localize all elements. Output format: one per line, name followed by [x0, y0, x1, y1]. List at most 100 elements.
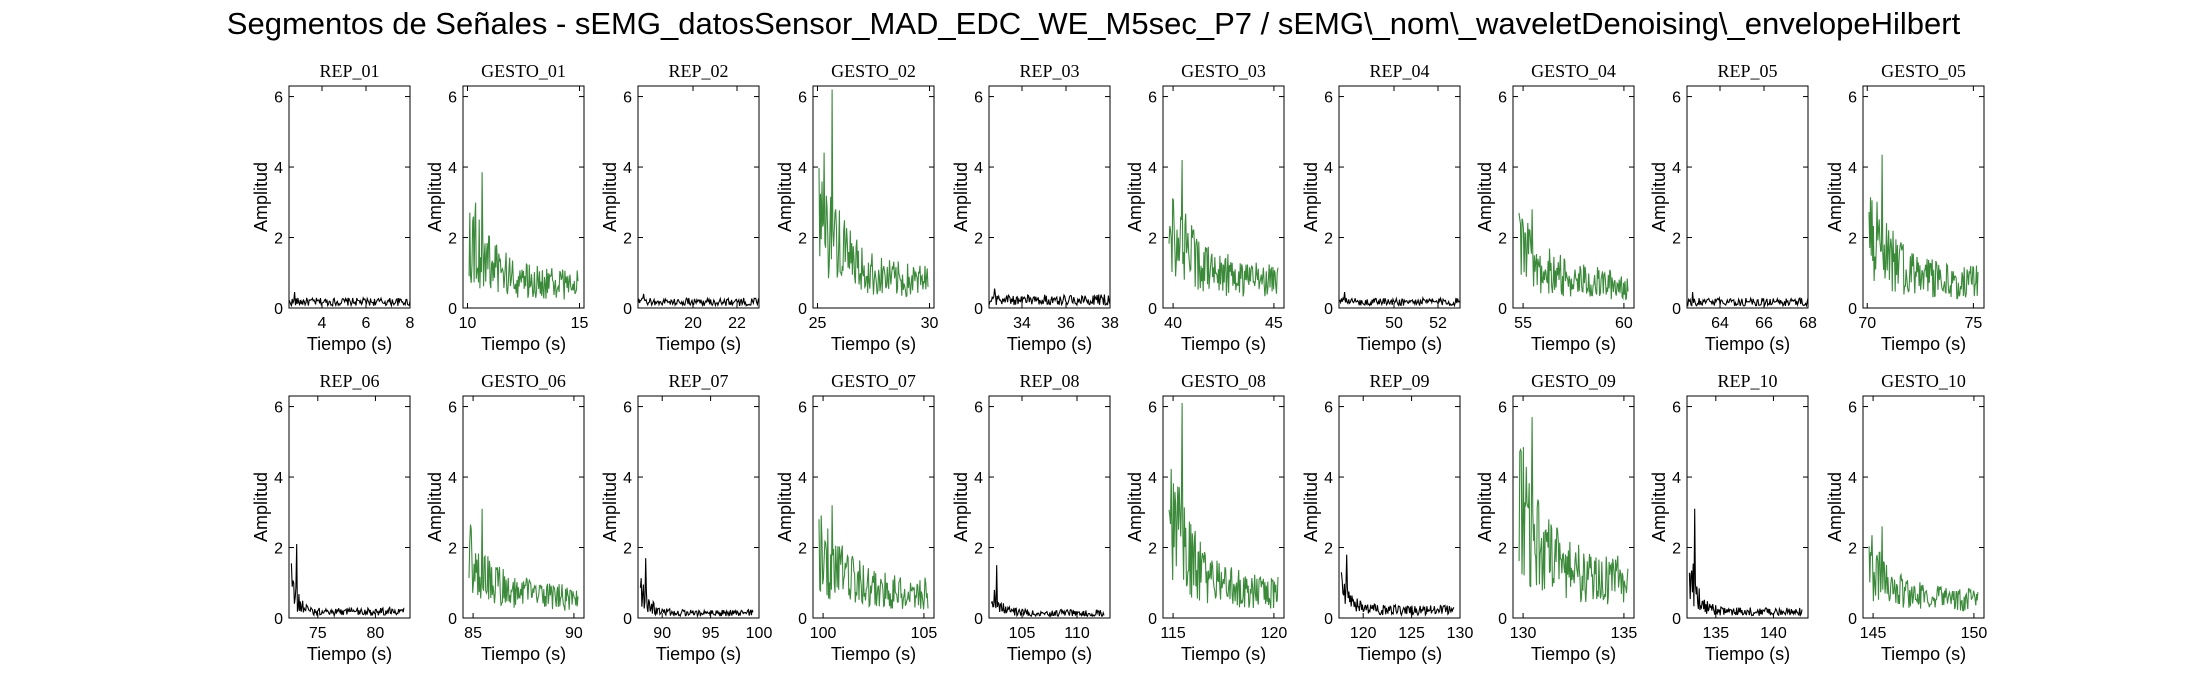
axes-box-gesto-08 — [1162, 395, 1285, 619]
ytick-label-gesto-02-4: 4 — [798, 160, 807, 177]
xtick-label-rep-01-4: 4 — [318, 315, 327, 332]
xtick-label-rep-02-20: 20 — [684, 315, 702, 332]
xtick-label-gesto-08-120: 120 — [1261, 625, 1288, 642]
ytick-label-rep-04-4: 4 — [1324, 160, 1333, 177]
xlabel-gesto-06: Tiempo (s) — [481, 644, 566, 664]
ytick-label-gesto-05-4: 4 — [1848, 160, 1857, 177]
ytick-label-rep-02-4: 4 — [623, 160, 632, 177]
panel-title-rep-06: REP_06 — [319, 371, 379, 391]
panel-title-gesto-03: GESTO_03 — [1181, 61, 1266, 81]
signal-line-gesto-05 — [1868, 154, 1979, 300]
panel-title-gesto-07: GESTO_07 — [831, 371, 916, 391]
panel-title-gesto-05: GESTO_05 — [1881, 61, 1966, 81]
xtick-label-gesto-04-55: 55 — [1514, 315, 1532, 332]
xlabel-gesto-03: Tiempo (s) — [1181, 334, 1266, 354]
panel-title-gesto-09: GESTO_09 — [1531, 371, 1616, 391]
panel-title-gesto-02: GESTO_02 — [831, 61, 916, 81]
panel-title-gesto-06: GESTO_06 — [481, 371, 566, 391]
axes-box-gesto-07 — [812, 395, 935, 619]
ytick-label-gesto-06-6: 6 — [448, 400, 457, 417]
ylabel-gesto-08: Amplitud — [1125, 472, 1145, 542]
axes-box-rep-08 — [988, 395, 1111, 619]
ytick-label-rep-01-0: 0 — [274, 301, 283, 318]
ytick-label-gesto-10-4: 4 — [1848, 470, 1857, 487]
panel-title-gesto-04: GESTO_04 — [1531, 61, 1616, 81]
ytick-label-gesto-04-0: 0 — [1498, 301, 1507, 318]
xtick-label-rep-07-100: 100 — [746, 625, 773, 642]
xtick-label-gesto-09-130: 130 — [1510, 625, 1537, 642]
axes-box-gesto-03 — [1162, 85, 1285, 309]
xlabel-gesto-02: Tiempo (s) — [831, 334, 916, 354]
signal-line-gesto-07 — [818, 505, 929, 610]
ytick-label-gesto-10-0: 0 — [1848, 611, 1857, 628]
xtick-label-rep-01-6: 6 — [362, 315, 371, 332]
signal-line-rep-03 — [988, 288, 1111, 307]
axes-box-gesto-05 — [1862, 85, 1985, 309]
ytick-label-rep-06-6: 6 — [274, 400, 283, 417]
ytick-label-rep-10-6: 6 — [1672, 400, 1681, 417]
xtick-label-rep-01-8: 8 — [406, 315, 415, 332]
panel-title-rep-08: REP_08 — [1019, 371, 1079, 391]
axes-box-rep-04 — [1338, 85, 1461, 309]
ylabel-rep-04: Amplitud — [1301, 162, 1321, 232]
ytick-label-gesto-09-2: 2 — [1498, 541, 1507, 558]
xtick-label-gesto-03-40: 40 — [1164, 315, 1182, 332]
ytick-label-gesto-08-2: 2 — [1148, 541, 1157, 558]
ytick-label-gesto-10-2: 2 — [1848, 541, 1857, 558]
ylabel-gesto-05: Amplitud — [1825, 162, 1845, 232]
ytick-label-gesto-06-2: 2 — [448, 541, 457, 558]
ytick-label-gesto-05-0: 0 — [1848, 301, 1857, 318]
xlabel-rep-07: Tiempo (s) — [656, 644, 741, 664]
panel-title-rep-10: REP_10 — [1717, 371, 1777, 391]
ytick-label-rep-07-2: 2 — [623, 541, 632, 558]
ytick-label-gesto-02-2: 2 — [798, 231, 807, 248]
ylabel-rep-01: Amplitud — [251, 162, 271, 232]
ylabel-rep-10: Amplitud — [1649, 472, 1669, 542]
signal-line-rep-09 — [1340, 554, 1455, 617]
xlabel-rep-03: Tiempo (s) — [1007, 334, 1092, 354]
panel-title-gesto-10: GESTO_10 — [1881, 371, 1966, 391]
xlabel-gesto-08: Tiempo (s) — [1181, 644, 1266, 664]
ytick-label-gesto-07-0: 0 — [798, 611, 807, 628]
panel-title-rep-03: REP_03 — [1019, 61, 1079, 81]
ytick-label-gesto-03-0: 0 — [1148, 301, 1157, 318]
xlabel-gesto-05: Tiempo (s) — [1881, 334, 1966, 354]
ytick-label-gesto-07-6: 6 — [798, 400, 807, 417]
ytick-label-gesto-08-6: 6 — [1148, 400, 1157, 417]
ytick-label-rep-08-6: 6 — [974, 400, 983, 417]
xtick-label-rep-05-68: 68 — [1799, 315, 1817, 332]
xlabel-gesto-10: Tiempo (s) — [1881, 644, 1966, 664]
signal-line-gesto-08 — [1168, 402, 1279, 609]
panel-title-rep-02: REP_02 — [668, 61, 728, 81]
ytick-label-gesto-01-4: 4 — [448, 160, 457, 177]
xtick-label-gesto-06-85: 85 — [464, 625, 482, 642]
ylabel-rep-03: Amplitud — [951, 162, 971, 232]
ylabel-rep-08: Amplitud — [951, 472, 971, 542]
xtick-label-rep-04-52: 52 — [1429, 315, 1447, 332]
ylabel-gesto-06: Amplitud — [425, 472, 445, 542]
ytick-label-rep-03-4: 4 — [974, 160, 983, 177]
xlabel-rep-04: Tiempo (s) — [1357, 334, 1442, 354]
ytick-label-rep-07-6: 6 — [623, 400, 632, 417]
ytick-label-rep-07-4: 4 — [623, 470, 632, 487]
signal-line-rep-10 — [1688, 508, 1803, 617]
axes-box-gesto-01 — [462, 85, 585, 309]
xtick-label-gesto-10-145: 145 — [1860, 625, 1887, 642]
ytick-label-rep-09-6: 6 — [1324, 400, 1333, 417]
xtick-label-rep-05-66: 66 — [1755, 315, 1773, 332]
xtick-label-gesto-05-70: 70 — [1858, 315, 1876, 332]
axes-box-gesto-06 — [462, 395, 585, 619]
ytick-label-rep-06-4: 4 — [274, 470, 283, 487]
ytick-label-rep-09-4: 4 — [1324, 470, 1333, 487]
ytick-label-gesto-08-4: 4 — [1148, 470, 1157, 487]
signal-line-rep-04 — [1338, 292, 1461, 308]
panel-title-rep-09: REP_09 — [1369, 371, 1429, 391]
xtick-label-gesto-06-90: 90 — [565, 625, 583, 642]
panel-title-gesto-01: GESTO_01 — [481, 61, 566, 81]
ytick-label-rep-10-2: 2 — [1672, 541, 1681, 558]
xtick-label-rep-02-22: 22 — [728, 315, 746, 332]
xtick-label-rep-03-36: 36 — [1057, 315, 1075, 332]
xtick-label-gesto-05-75: 75 — [1964, 315, 1982, 332]
xlabel-rep-06: Tiempo (s) — [307, 644, 392, 664]
ylabel-rep-02: Amplitud — [600, 162, 620, 232]
